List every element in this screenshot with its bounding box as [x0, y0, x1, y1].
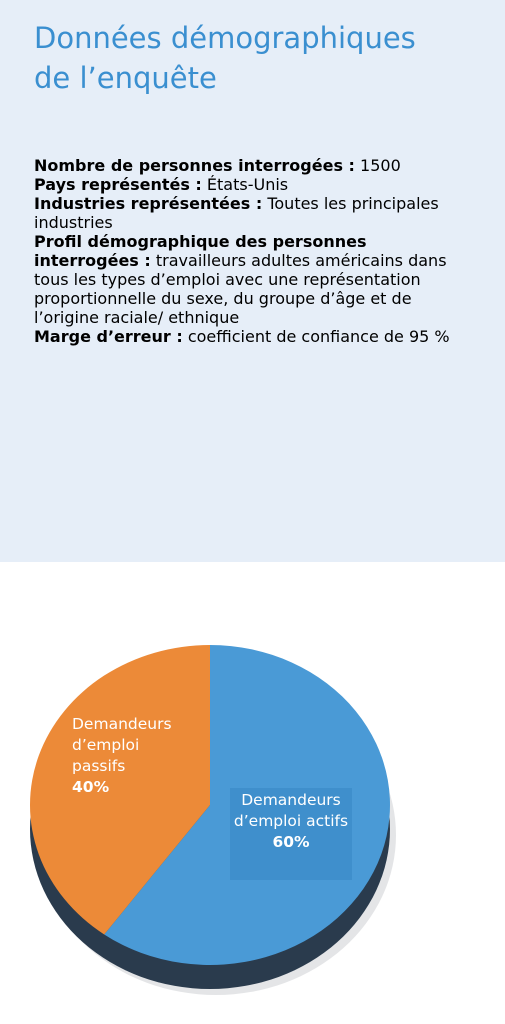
item-label: Marge d’erreur : — [34, 327, 183, 346]
item-text: États-Unis — [206, 175, 289, 194]
item-text: 1500 — [360, 156, 401, 175]
item: Industries représentées : Toutes les pri… — [34, 194, 474, 232]
label-box — [230, 788, 352, 880]
item: Nombre de personnes interrogées : 1500 — [34, 156, 474, 175]
item-label: Pays représentés : — [34, 175, 202, 194]
item: Profil démographique des personnes inter… — [34, 232, 474, 327]
title: Données démographiques de l’enquête — [34, 21, 416, 95]
item-label: Profil démographique des personnes inter… — [34, 232, 367, 270]
item-label: Industries représentées : — [34, 194, 263, 213]
item-text: coefficient de confiance de 95 % — [187, 327, 450, 346]
pie-label: Demandeurs d’emploi actifs 60% — [230, 790, 352, 853]
category-label: Demandeurs d’emploi passifs — [72, 715, 172, 775]
category-label: Demandeurs d’emploi actifs — [233, 791, 349, 830]
value-label: 40% — [72, 778, 110, 796]
info-panel: Données démographiques de l’enquête Nomb… — [0, 0, 505, 562]
item-label: Nombre de personnes interrogées : — [34, 156, 355, 175]
pie-label: Demandeurs d’emploi passifs 40% — [72, 714, 197, 798]
item-text: travailleurs adultes américains dans tou… — [34, 251, 447, 327]
item-text: Toutes les principales industries — [34, 194, 439, 232]
item: Marge d’erreur : coefficient de confianc… — [34, 327, 474, 346]
pie-slice — [29, 645, 211, 935]
item: Pays représentés : États-Unis — [34, 175, 474, 194]
item-list: Nombre de personnes interrogées : 1500 Pa… — [34, 156, 474, 346]
value-label: 60% — [272, 833, 310, 851]
